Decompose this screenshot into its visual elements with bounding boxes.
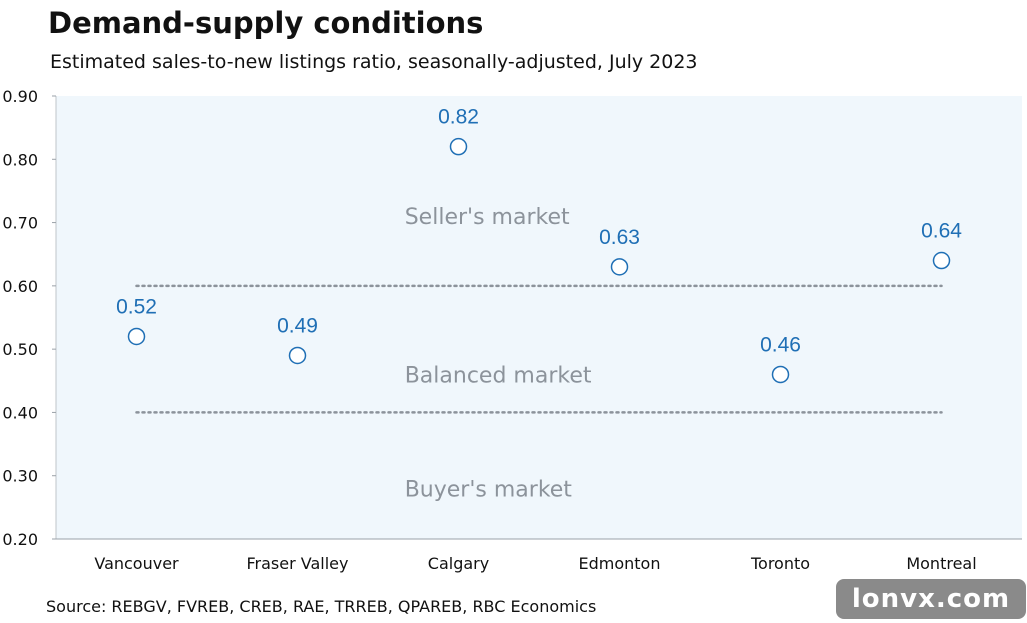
x-tick-label: Edmonton bbox=[579, 554, 661, 573]
data-label: 0.64 bbox=[921, 220, 962, 243]
y-tick-label: 0.50 bbox=[2, 340, 38, 359]
x-tick-label: Montreal bbox=[906, 554, 976, 573]
y-tick-label: 0.30 bbox=[2, 467, 38, 486]
source-note: Source: REBGV, FVREB, CREB, RAE, TRREB, … bbox=[46, 597, 597, 616]
data-label: 0.52 bbox=[116, 295, 157, 318]
data-label: 0.49 bbox=[277, 314, 318, 337]
zone-label: Seller's market bbox=[405, 205, 570, 230]
data-label: 0.82 bbox=[438, 106, 479, 129]
chart-subtitle: Estimated sales-to-new listings ratio, s… bbox=[50, 51, 698, 73]
data-point bbox=[449, 137, 468, 156]
data-label: 0.46 bbox=[760, 333, 801, 356]
y-tick-label: 0.80 bbox=[2, 150, 38, 169]
data-point bbox=[288, 346, 307, 365]
zone-label: Balanced market bbox=[405, 363, 592, 388]
zone-label: Buyer's market bbox=[405, 477, 573, 502]
data-point bbox=[771, 365, 790, 384]
data-point bbox=[932, 251, 951, 270]
x-tick-label: Calgary bbox=[428, 554, 489, 573]
x-tick-label: Fraser Valley bbox=[247, 554, 349, 573]
x-tick-label: Vancouver bbox=[94, 554, 179, 573]
data-point bbox=[610, 258, 629, 276]
x-tick-label: Toronto bbox=[750, 554, 810, 573]
chart-title: Demand-supply conditions bbox=[48, 6, 484, 40]
data-label: 0.63 bbox=[599, 226, 640, 249]
y-tick-label: 0.90 bbox=[2, 87, 38, 106]
y-tick-label: 0.70 bbox=[2, 214, 38, 233]
plot-area bbox=[56, 96, 1022, 539]
y-tick-label: 0.20 bbox=[2, 530, 38, 549]
data-point bbox=[127, 327, 146, 346]
y-tick-label: 0.40 bbox=[2, 403, 38, 422]
watermark-logo: lonvx.com bbox=[836, 579, 1026, 619]
y-tick-label: 0.60 bbox=[2, 277, 38, 296]
